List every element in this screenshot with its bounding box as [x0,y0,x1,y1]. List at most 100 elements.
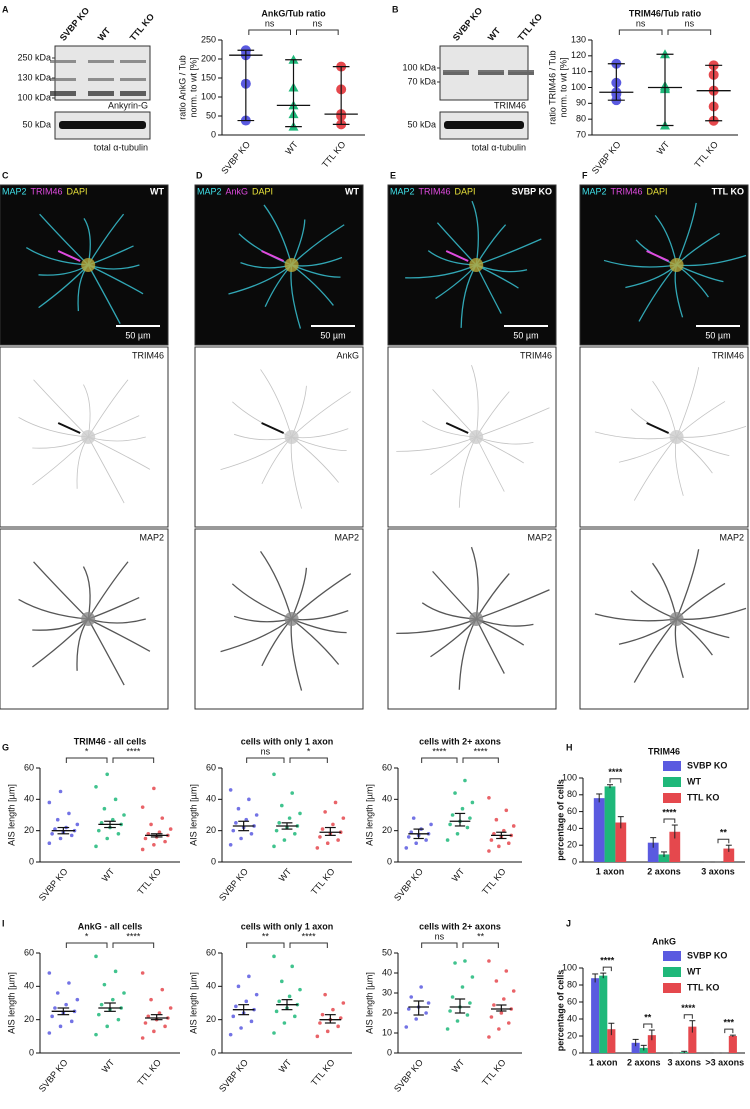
blot-band [443,72,469,75]
y-tick-label: 20 [567,1030,577,1040]
stain-label: AnkG [336,350,359,360]
data-point [414,841,418,845]
data-point [94,844,98,849]
data-point [341,1001,346,1005]
significance-label: ns [313,18,323,28]
data-point [419,985,423,989]
chart-title: AnkG [652,936,676,946]
y-tick-label: 0 [29,1047,34,1057]
legend-label: TTL KO [687,982,719,992]
data-point [113,797,118,802]
significance-label: ** [720,828,728,838]
x-tick-label: TTL KO [135,1057,163,1087]
soma [284,258,299,272]
data-point [487,1035,491,1039]
significance-bracket [246,942,285,948]
blot-band [120,78,146,81]
data-point [298,811,302,816]
significance-label: * [85,746,89,756]
data-point [53,827,57,831]
data-point [453,791,457,795]
data-point [274,828,279,833]
chart-title: cells with 2+ axons [419,921,501,931]
x-tick-label: WT [277,866,294,884]
significance-bracket [248,29,291,35]
blot-band [508,72,534,75]
significance-label: * [307,746,311,756]
y-tick-label: 0 [572,1047,577,1057]
y-tick-label: 0 [211,129,216,139]
significance-bracket [618,29,663,35]
neuron-process [603,259,677,268]
scale-label: 50 µm [125,330,150,340]
y-tick-label: 40 [24,981,34,991]
data-point [254,813,259,817]
y-tick-label: 40 [24,794,34,804]
neuron-process [232,401,292,438]
data-point [272,772,276,777]
x-tick-label: TTL KO [692,139,720,169]
data-point [122,813,126,817]
data-point [146,1014,151,1019]
x-tick-label: WT [100,866,117,884]
y-axis-label: norm. to wt [%] [558,57,568,117]
lane-label: SVBP KO [58,5,92,42]
stain-label: MAP2 [334,532,359,542]
data-point [113,969,118,974]
panel-label: E [390,170,396,180]
data-point [234,821,238,825]
data-point [318,835,322,839]
y-axis-label: AIS length [µm] [364,972,374,1034]
legend-swatch [663,967,681,977]
kda-marker: 130 kDa [17,72,51,82]
genotype-label: WT [345,186,359,196]
x-tick-label: 2 axons [627,1057,661,1067]
data-point [143,836,148,841]
y-tick-label: 40 [206,981,216,991]
y-tick-label: 80 [576,114,586,124]
data-point [58,836,63,841]
lane-label: WT [96,25,113,43]
data-point [249,832,254,836]
y-axis-label: norm. to wt [%] [188,57,198,117]
inverted-image [194,528,364,710]
kda-marker: 100 kDa [402,62,436,72]
legend-swatch [663,777,681,787]
legend-swatch [663,793,681,803]
data-point [429,822,433,827]
axon-initial-segment [261,422,285,434]
x-tick-label: TTL KO [135,866,163,896]
data-point [468,1001,472,1005]
data-point [231,828,236,833]
significance-label: ns [636,18,646,28]
x-tick-label: WT [277,1057,294,1075]
y-tick-label: 50 [382,947,392,957]
data-point [404,846,409,850]
bar [604,786,616,862]
bar [591,978,600,1053]
y-tick-label: 110 [572,66,586,76]
kda-marker: 250 kDa [17,52,51,62]
bar [593,798,605,862]
kda-marker: 100 kDa [17,92,51,102]
y-tick-label: 40 [382,794,392,804]
data-point [282,838,287,842]
y-tick-label: 0 [29,856,34,866]
blot-band [59,121,146,129]
y-tick-label: 60 [382,762,392,772]
bar [658,854,670,862]
y-tick-label: 40 [206,794,216,804]
data-point [492,832,496,836]
data-point [50,1014,54,1019]
data-point [460,806,465,811]
data-point [168,827,173,831]
legend-label: SVBP KO [687,950,727,960]
soma [81,258,96,272]
neuron-process [18,417,89,438]
data-point [406,1007,411,1011]
y-tick-label: 60 [24,762,34,772]
data-point [47,971,52,975]
soma [284,430,299,444]
channel-label: TRIM46 [419,186,451,196]
